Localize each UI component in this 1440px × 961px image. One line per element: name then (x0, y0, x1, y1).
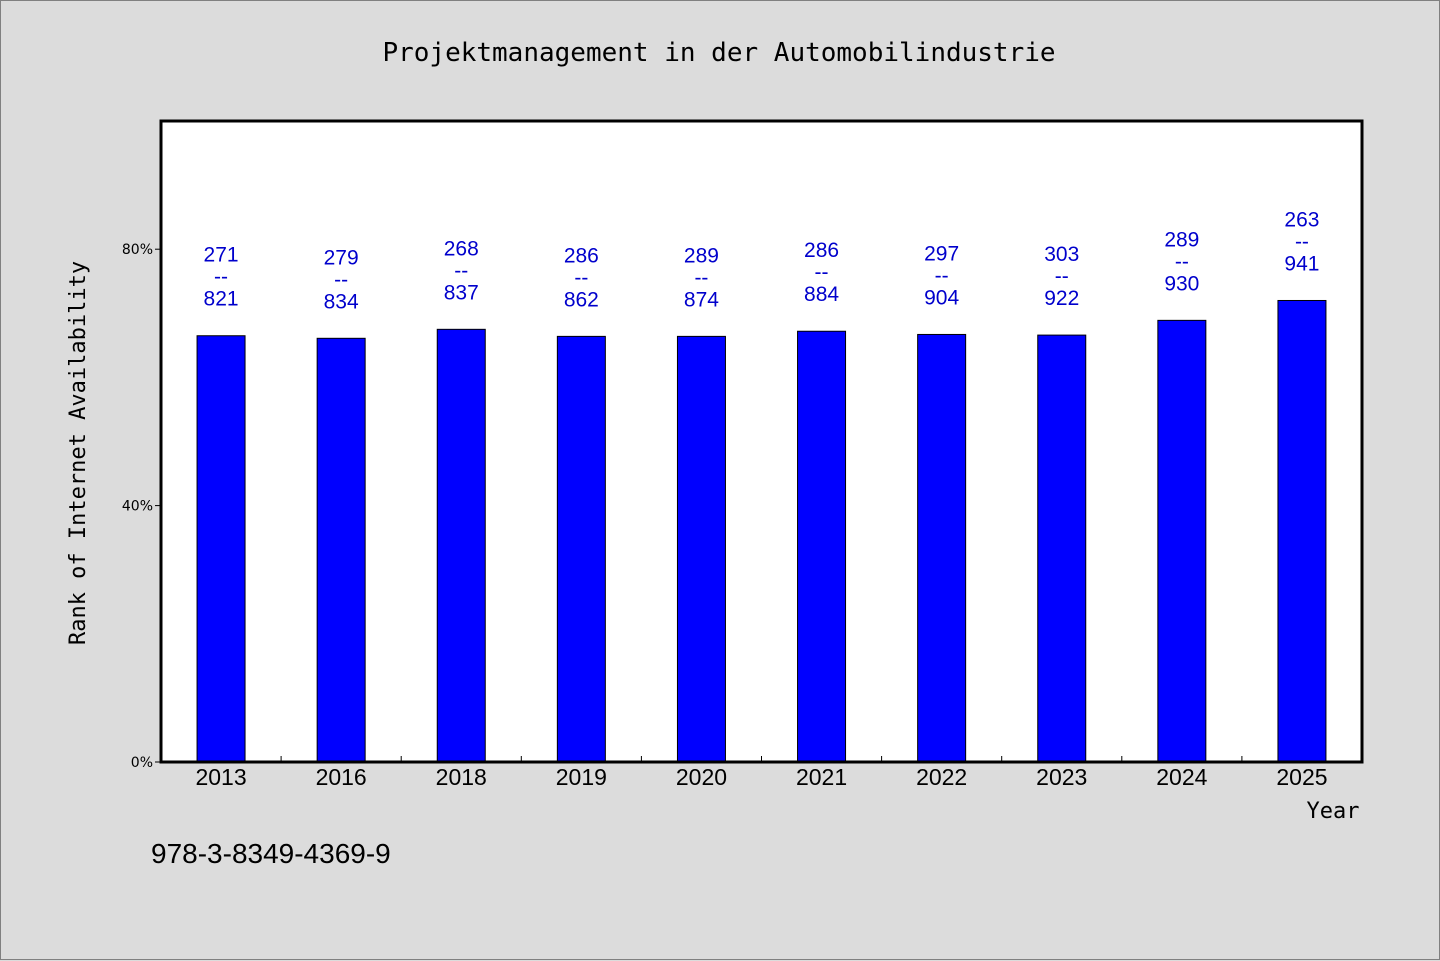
isbn-text: 978-3-8349-4369-9 (151, 838, 391, 869)
data-label-mid-2025: -- (1295, 230, 1309, 253)
data-label-top-2019: 286 (564, 244, 599, 267)
data-label-bottom-2018: 837 (444, 281, 479, 304)
x-tick-label-2024: 2024 (1156, 764, 1207, 790)
bar-2018 (436, 328, 486, 763)
x-tick-label-2023: 2023 (1036, 764, 1087, 790)
data-label-mid-2016: -- (334, 268, 348, 291)
y-tick-label-40: 40% (122, 499, 153, 515)
x-tick-label-2013: 2013 (195, 764, 246, 790)
bar-2023 (1037, 334, 1087, 763)
bar-2022 (917, 333, 967, 763)
data-label-mid-2013: -- (214, 266, 228, 289)
y-ticks-group: 0% 40% 80% (122, 242, 161, 771)
bar-2019 (556, 335, 606, 763)
bar-2013 (196, 335, 246, 763)
data-label-mid-2019: -- (574, 266, 588, 289)
chart-title: Projektmanagement in der Automobilindust… (382, 38, 1055, 68)
x-tick-label-2025: 2025 (1276, 764, 1327, 790)
data-label-top-2023: 303 (1044, 243, 1079, 266)
y-axis-label: Rank of Internet Availability (66, 261, 91, 645)
data-label-bottom-2020: 874 (684, 288, 719, 311)
data-label-mid-2023: -- (1055, 265, 1069, 288)
bars-group (196, 299, 1327, 763)
data-label-top-2016: 279 (324, 246, 359, 269)
data-label-bottom-2013: 821 (204, 288, 239, 311)
data-label-bottom-2023: 922 (1044, 287, 1079, 310)
x-tick-label-2021: 2021 (796, 764, 847, 790)
bar-2016 (316, 337, 366, 763)
data-label-mid-2018: -- (454, 259, 468, 282)
data-label-top-2021: 286 (804, 239, 839, 262)
bar-2024 (1157, 319, 1207, 763)
data-label-bottom-2019: 862 (564, 288, 599, 311)
data-label-mid-2024: -- (1175, 250, 1189, 273)
bar-2021 (797, 330, 847, 763)
y-tick-label-0: 0% (131, 755, 153, 771)
x-tick-label-2018: 2018 (436, 764, 487, 790)
bar-2025 (1277, 299, 1327, 763)
data-label-mid-2020: -- (694, 266, 708, 289)
data-label-bottom-2022: 904 (924, 286, 959, 309)
bar-2020 (676, 335, 726, 763)
data-label-bottom-2021: 884 (804, 283, 839, 306)
data-label-top-2013: 271 (204, 244, 239, 267)
data-label-bottom-2025: 941 (1284, 252, 1319, 275)
data-labels-group: 271--821279--834268--837286--862289--874… (204, 208, 1320, 313)
x-tick-label-2019: 2019 (556, 764, 607, 790)
data-label-bottom-2024: 930 (1164, 272, 1199, 295)
data-label-bottom-2016: 834 (324, 290, 359, 313)
data-label-mid-2022: -- (935, 264, 949, 287)
plot-border (159, 119, 1364, 764)
x-tick-label-2020: 2020 (676, 764, 727, 790)
x-ticks-group: 2013 2016 2018 2019 2020 2021 2022 2023 2024 2025 (195, 756, 1328, 790)
y-tick-label-80: 80% (122, 242, 153, 258)
x-tick-label-2022: 2022 (916, 764, 967, 790)
x-axis-label: Year (1307, 799, 1360, 824)
data-label-mid-2021: -- (815, 261, 829, 284)
x-tick-label-2016: 2016 (316, 764, 367, 790)
data-label-top-2020: 289 (684, 244, 719, 267)
data-label-top-2022: 297 (924, 242, 959, 265)
data-label-top-2024: 289 (1164, 228, 1199, 251)
data-label-top-2018: 268 (444, 237, 479, 260)
data-label-top-2025: 263 (1284, 208, 1319, 231)
